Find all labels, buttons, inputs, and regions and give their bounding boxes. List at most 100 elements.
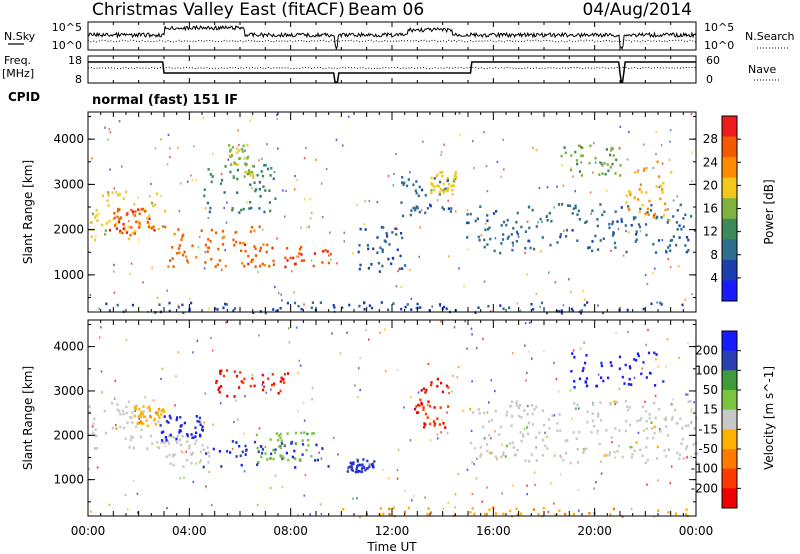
data-speckle bbox=[88, 468, 90, 471]
data-speckle bbox=[410, 396, 412, 399]
data-cell bbox=[643, 167, 646, 170]
data-cell bbox=[277, 392, 280, 395]
data-cell bbox=[426, 512, 429, 516]
data-cell bbox=[505, 414, 508, 417]
data-cell bbox=[261, 262, 264, 266]
data-cell bbox=[563, 146, 566, 149]
data-cell bbox=[477, 408, 480, 411]
colorbar-segment bbox=[722, 488, 737, 509]
data-speckle bbox=[129, 272, 131, 275]
data-cell bbox=[479, 455, 482, 458]
data-speckle bbox=[137, 196, 139, 199]
data-cell bbox=[414, 189, 417, 192]
nave-line bbox=[87, 66, 697, 70]
data-speckle bbox=[611, 441, 613, 444]
data-speckle bbox=[441, 419, 444, 422]
data-speckle bbox=[302, 401, 305, 404]
data-cell bbox=[667, 246, 670, 249]
data-cell bbox=[499, 251, 502, 255]
data-cell bbox=[603, 161, 606, 165]
data-speckle bbox=[457, 473, 460, 476]
data-cell bbox=[366, 459, 369, 463]
data-cell bbox=[329, 252, 332, 256]
data-speckle bbox=[591, 171, 594, 174]
data-cell bbox=[245, 448, 248, 452]
data-cell bbox=[512, 446, 515, 449]
power-ylabel: Slant Range [km] bbox=[21, 160, 35, 264]
data-cell bbox=[515, 401, 518, 405]
data-speckle bbox=[647, 328, 649, 332]
data-cell bbox=[406, 184, 409, 188]
data-cell bbox=[274, 197, 277, 200]
data-cell bbox=[149, 434, 152, 438]
data-cell bbox=[675, 422, 678, 425]
data-cell bbox=[235, 455, 238, 458]
data-cell bbox=[207, 246, 210, 249]
data-speckle bbox=[212, 423, 214, 426]
data-speckle bbox=[409, 439, 412, 442]
data-cell bbox=[502, 451, 505, 454]
data-cell bbox=[678, 224, 681, 227]
data-cell bbox=[222, 243, 225, 246]
data-speckle bbox=[191, 179, 194, 182]
data-speckle bbox=[568, 278, 570, 281]
data-cell bbox=[687, 424, 690, 427]
data-cell bbox=[207, 168, 210, 171]
data-cell bbox=[486, 443, 489, 446]
data-speckle bbox=[96, 466, 99, 469]
data-cell bbox=[93, 238, 97, 242]
data-cell bbox=[425, 388, 428, 392]
data-cell bbox=[558, 413, 561, 416]
data-cell bbox=[670, 171, 673, 174]
data-cell bbox=[258, 181, 261, 184]
y-tick-label: 4000 bbox=[53, 340, 84, 354]
data-cell bbox=[637, 354, 640, 358]
data-cell bbox=[381, 248, 384, 252]
data-speckle bbox=[233, 420, 235, 424]
data-cell bbox=[242, 241, 245, 245]
data-speckle bbox=[227, 158, 229, 161]
data-cell bbox=[130, 435, 133, 438]
data-speckle bbox=[179, 182, 182, 185]
data-cell bbox=[695, 452, 698, 455]
data-cell bbox=[326, 250, 329, 253]
data-cell bbox=[283, 443, 286, 447]
data-speckle bbox=[294, 174, 296, 178]
data-cell bbox=[571, 212, 574, 215]
data-speckle bbox=[677, 265, 680, 268]
data-cell bbox=[210, 257, 213, 261]
data-cell bbox=[600, 361, 603, 365]
data-cell bbox=[438, 192, 441, 196]
data-cell bbox=[584, 361, 587, 365]
data-cell bbox=[433, 177, 436, 180]
data-cell bbox=[422, 387, 425, 390]
data-speckle bbox=[273, 171, 276, 174]
data-cell bbox=[451, 184, 454, 187]
data-speckle bbox=[297, 371, 299, 374]
data-speckle bbox=[409, 268, 411, 272]
data-cell bbox=[118, 208, 121, 211]
data-cell bbox=[684, 213, 687, 217]
data-cell bbox=[233, 395, 236, 398]
data-cell bbox=[618, 367, 621, 371]
data-speckle bbox=[596, 432, 599, 435]
data-cell bbox=[419, 306, 422, 309]
data-speckle bbox=[685, 393, 687, 396]
noise-left-tick-bottom: 10^0 bbox=[52, 39, 82, 52]
data-speckle bbox=[199, 450, 202, 454]
data-cell bbox=[122, 222, 125, 226]
data-cell bbox=[564, 512, 567, 516]
data-cell bbox=[678, 453, 681, 457]
data-cell bbox=[128, 445, 131, 449]
data-cell bbox=[275, 432, 278, 435]
data-cell bbox=[616, 450, 619, 453]
data-speckle bbox=[309, 198, 312, 201]
data-cell bbox=[596, 218, 599, 221]
data-speckle bbox=[160, 194, 162, 198]
data-cell bbox=[595, 384, 598, 388]
data-speckle bbox=[299, 364, 302, 367]
data-cell bbox=[466, 221, 469, 225]
data-cell bbox=[610, 364, 613, 367]
data-cell bbox=[246, 172, 249, 175]
data-speckle bbox=[136, 511, 139, 514]
